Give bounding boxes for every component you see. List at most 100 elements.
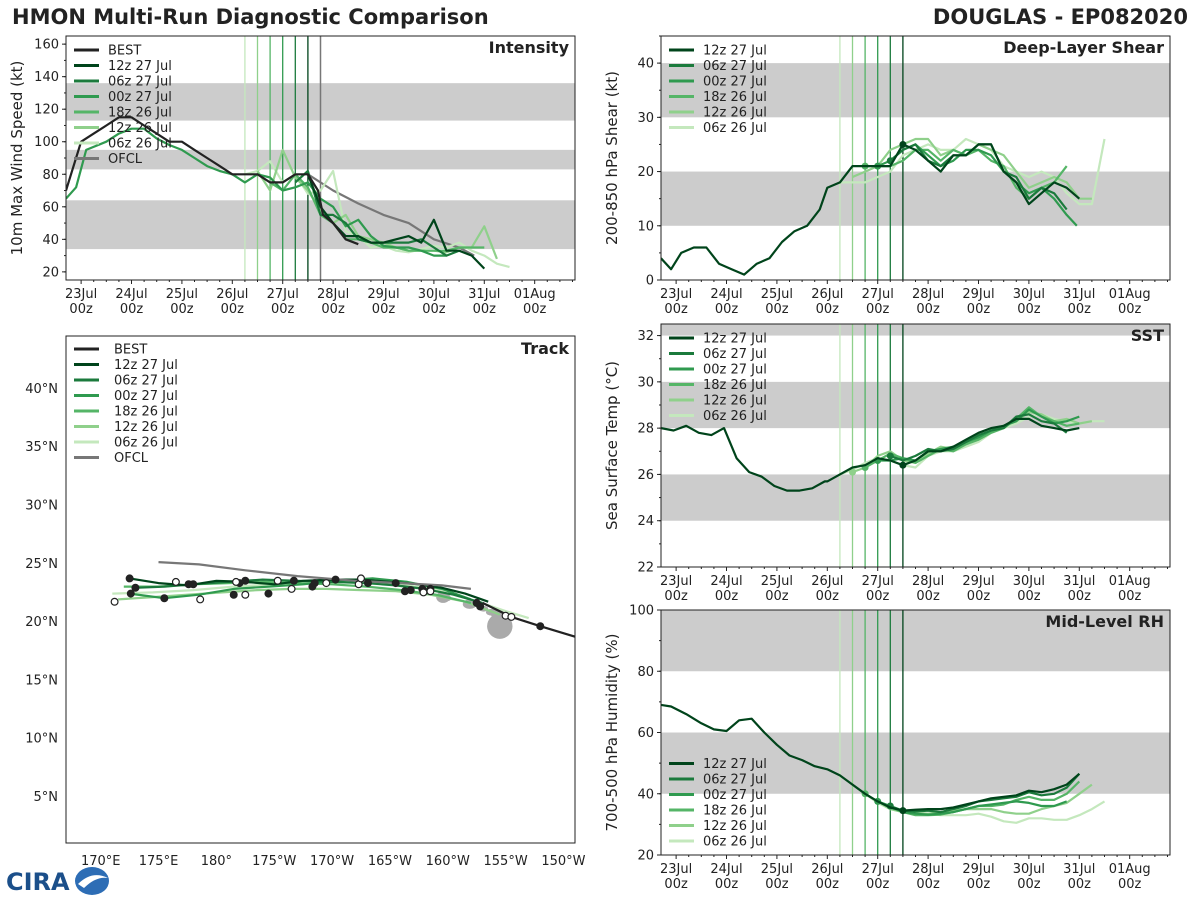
shear-legend-label: 12z 27 Jul bbox=[703, 44, 767, 59]
track-position-marker bbox=[241, 590, 250, 599]
sst-init-marker bbox=[886, 452, 894, 460]
shear-panel-title: Deep-Layer Shear bbox=[1003, 38, 1164, 57]
intensity-legend-label: 18z 26 Jul bbox=[108, 106, 172, 121]
intensity-plot-area bbox=[66, 36, 575, 280]
shear-xtick-label: 29Jul bbox=[962, 287, 994, 302]
rh-series-line bbox=[661, 703, 1081, 812]
intensity-y-axis-label: 10m Max Wind Speed (kt) bbox=[8, 61, 26, 256]
track-panel: 170°E 175°E 180° 175°W 170°W 165°W 160°W 155°W 1… bbox=[25, 335, 586, 869]
track-ytick-label: 5°N bbox=[34, 790, 59, 805]
rh-xtick-label: 25Jul bbox=[761, 862, 793, 877]
rh-xtick-label: 26Jul bbox=[811, 862, 843, 877]
sst-xtick-label: 00z bbox=[715, 589, 739, 604]
rh-panel: 2040608010023Jul00z24Jul00z25Jul00z26Jul… bbox=[603, 604, 1171, 892]
sst-xtick-label: 00z bbox=[967, 589, 991, 604]
shear-xtick-label: 31Jul bbox=[1063, 287, 1095, 302]
track-ytick-label: 20°N bbox=[25, 615, 58, 630]
sst-xtick-label: 24Jul bbox=[710, 574, 742, 589]
intensity-xtick-label: 00z bbox=[170, 302, 194, 317]
track-position-marker bbox=[472, 598, 481, 607]
sst-shade-band bbox=[661, 474, 1170, 521]
rh-y-axis-label: 700-500 hPa Humidity (%) bbox=[603, 633, 621, 831]
track-ytick-label: 35°N bbox=[25, 440, 58, 455]
intensity-ytick-label: 80 bbox=[42, 168, 59, 183]
sst-series-line bbox=[661, 417, 1080, 492]
intensity-xtick-label: 00z bbox=[120, 302, 144, 317]
track-position-marker bbox=[356, 574, 365, 583]
rh-xtick-label: 00z bbox=[916, 877, 940, 892]
track-position-marker bbox=[196, 595, 205, 604]
sst-ytick-label: 32 bbox=[637, 329, 654, 344]
rh-xtick-label: 00z bbox=[1068, 877, 1092, 892]
sst-ytick-label: 24 bbox=[637, 514, 654, 529]
shear-panel: 01020304023Jul00z24Jul00z25Jul00z26Jul00… bbox=[603, 35, 1171, 317]
rh-xtick-label: 00z bbox=[967, 877, 991, 892]
track-legend-label: 18z 26 Jul bbox=[114, 405, 178, 420]
intensity-ytick-label: 20 bbox=[42, 265, 59, 280]
shear-xtick-label: 00z bbox=[1017, 302, 1041, 317]
rh-ytick-label: 80 bbox=[637, 665, 654, 680]
track-position-marker bbox=[160, 594, 169, 603]
track-position-marker bbox=[110, 597, 119, 606]
hawaii-island-shape bbox=[487, 613, 513, 639]
track-xtick-label: 175°E bbox=[139, 854, 179, 869]
rh-shade-band bbox=[661, 610, 1170, 672]
sst-panel: 22242628303223Jul00z24Jul00z25Jul00z26Ju… bbox=[603, 323, 1171, 604]
shear-legend-label: 06z 26 Jul bbox=[703, 121, 767, 136]
rh-xtick-label: 31Jul bbox=[1063, 862, 1095, 877]
track-plot-area bbox=[110, 561, 575, 639]
rh-xtick-label: 24Jul bbox=[710, 862, 742, 877]
sst-xtick-label: 00z bbox=[765, 589, 789, 604]
sst-xtick-label: 27Jul bbox=[862, 574, 894, 589]
intensity-xtick-label: 00z bbox=[523, 302, 547, 317]
rh-ytick-label: 40 bbox=[637, 787, 654, 802]
shear-xtick-label: 24Jul bbox=[710, 287, 742, 302]
shear-ytick-label: 30 bbox=[637, 111, 654, 126]
shear-xtick-label: 00z bbox=[664, 302, 688, 317]
intensity-xtick-label: 01Aug bbox=[514, 287, 556, 302]
shear-xtick-label: 00z bbox=[967, 302, 991, 317]
track-ytick-label: 30°N bbox=[25, 499, 58, 514]
sst-legend-label: 18z 26 Jul bbox=[703, 378, 767, 393]
intensity-ytick-label: 100 bbox=[34, 135, 59, 150]
shear-init-marker bbox=[899, 140, 907, 148]
best-track-marker bbox=[507, 612, 516, 621]
rh-legend-label: 12z 27 Jul bbox=[703, 757, 767, 772]
track-legend-label: 00z 27 Jul bbox=[114, 389, 178, 404]
shear-ytick-label: 40 bbox=[637, 57, 654, 72]
sst-xtick-label: 31Jul bbox=[1063, 574, 1095, 589]
track-position-marker bbox=[391, 579, 400, 588]
track-position-marker bbox=[125, 574, 134, 583]
track-position-marker bbox=[189, 580, 198, 589]
shear-legend-label: 06z 27 Jul bbox=[703, 59, 767, 74]
rh-series-line bbox=[877, 800, 1068, 816]
shear-xtick-label: 25Jul bbox=[761, 287, 793, 302]
rh-xtick-label: 27Jul bbox=[862, 862, 894, 877]
track-position-marker bbox=[331, 575, 340, 584]
rh-panel-title: Mid-Level RH bbox=[1045, 612, 1164, 631]
intensity-xtick-label: 23Jul bbox=[65, 287, 97, 302]
shear-ytick-label: 0 bbox=[646, 274, 654, 289]
track-line bbox=[158, 561, 472, 590]
sst-xtick-label: 01Aug bbox=[1109, 574, 1151, 589]
rh-xtick-label: 23Jul bbox=[660, 862, 692, 877]
rh-init-marker bbox=[899, 807, 907, 815]
rh-shade-band bbox=[661, 732, 1170, 794]
sst-xtick-label: 00z bbox=[1068, 589, 1092, 604]
rh-xtick-label: 00z bbox=[664, 877, 688, 892]
shear-xtick-label: 00z bbox=[1118, 302, 1142, 317]
sst-legend-label: 12z 27 Jul bbox=[703, 332, 767, 347]
track-legend-label: 12z 27 Jul bbox=[114, 358, 178, 373]
shear-xtick-label: 30Jul bbox=[1013, 287, 1045, 302]
shear-xtick-label: 28Jul bbox=[912, 287, 944, 302]
rh-xtick-label: 30Jul bbox=[1013, 862, 1045, 877]
rh-xtick-label: 00z bbox=[765, 877, 789, 892]
intensity-legend-label: 12z 26 Jul bbox=[108, 121, 172, 136]
sst-series-line bbox=[889, 413, 1068, 462]
shear-xtick-label: 00z bbox=[816, 302, 840, 317]
track-position-marker bbox=[406, 586, 415, 595]
track-xtick-label: 160°W bbox=[426, 854, 470, 869]
track-position-marker bbox=[126, 589, 135, 598]
